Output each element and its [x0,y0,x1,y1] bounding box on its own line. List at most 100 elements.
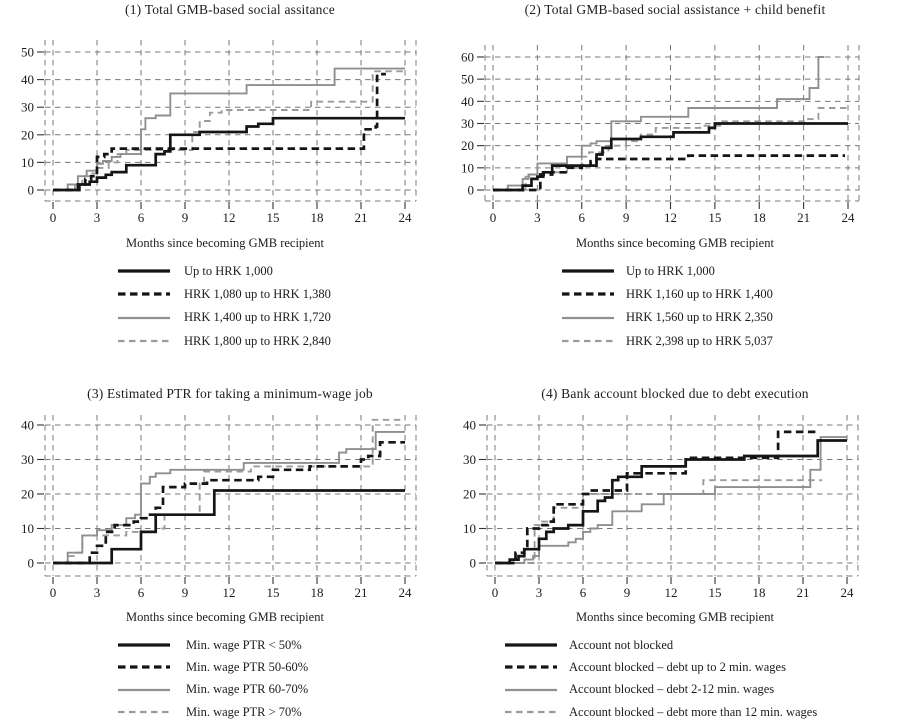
y-tick-label: 0 [470,556,477,571]
x-tick-label: 0 [490,210,497,225]
legend-label: Min. wage PTR < 50% [186,637,302,652]
x-tick-label: 3 [94,210,101,225]
series-line-4 [495,479,823,564]
legend-item: HRK 2,398 up to HRK 5,037 [562,332,773,350]
chart-3-plot: 0 10 20 30 40 0 3 6 9 12 15 18 21 24 [21,415,417,600]
legend-line-swatch [505,665,557,669]
y-tick-label: 40 [21,418,34,433]
series-line-3 [493,56,825,191]
y-tick-label: 0 [28,556,35,571]
x-tick-label: 9 [624,585,631,600]
y-tick-label: 30 [463,452,476,467]
legend-label: Account blocked – debt 2-12 min. wages [569,682,775,697]
legend-line-swatch [505,643,557,647]
legend-line-swatch [562,316,614,319]
series-line-3 [495,436,847,564]
y-tick-label: 40 [461,94,474,109]
series-line-3 [53,67,405,191]
legend-line-swatch [505,711,557,714]
x-tick-label: 0 [50,585,57,600]
legend-item: HRK 1,800 up to HRK 2,840 [118,332,331,350]
x-tick-label: 21 [797,210,810,225]
x-tick-label: 12 [223,210,236,225]
x-tick-label: 18 [753,585,766,600]
y-tick-label: 10 [461,160,474,175]
legend-label: HRK 2,398 up to HRK 5,037 [626,333,773,348]
panel-total-gmb-social-assistance: (1) Total GMB-based social assitance 0 10… [0,0,450,370]
legend-item: HRK 1,080 up to HRK 1,380 [118,285,331,303]
chart-4-title: (4) Bank account blocked due to debt exe… [541,386,809,401]
legend-line-swatch [118,269,170,273]
x-tick-label: 18 [753,210,766,225]
legend-line-swatch [118,292,170,296]
legend-line-swatch [118,711,170,714]
x-tick-label: 18 [311,210,324,225]
y-tick-label: 20 [461,138,474,153]
legend-label: HRK 1,400 up to HRK 1,720 [184,310,331,325]
x-tick-label: 21 [797,585,810,600]
legend-label: Up to HRK 1,000 [184,263,273,278]
y-tick-label: 10 [21,155,34,170]
x-tick-label: 12 [223,585,236,600]
legend-label: Account blocked – debt more than 12 min.… [569,704,818,719]
legend-label: Min. wage PTR > 70% [186,704,302,719]
series-line-1 [53,116,405,192]
chart-2-plot: 0 10 20 30 40 50 60 0 3 6 9 12 15 18 21 24 [461,45,860,225]
x-tick-label: 3 [536,585,543,600]
x-tick-label: 0 [50,210,57,225]
y-tick-label: 30 [21,452,34,467]
legend-item: Account blocked – debt more than 12 min.… [505,703,817,721]
legend-label: HRK 1,080 up to HRK 1,380 [184,286,331,301]
legend-item: Account not blocked [505,636,673,654]
y-tick-label: 0 [28,183,35,198]
x-tick-label: 3 [534,210,541,225]
y-tick-label: 20 [463,487,476,502]
legend-label: HRK 1,160 up to HRK 1,400 [626,286,773,301]
x-tick-label: 6 [138,585,145,600]
x-tick-label: 12 [665,585,678,600]
x-tick-label: 24 [841,585,855,600]
series-line-1 [495,439,847,565]
y-tick-label: 60 [461,49,474,64]
chart-4-plot: 0 10 20 30 40 0 3 6 9 12 15 18 21 24 [463,415,859,600]
y-tick-label: 20 [21,487,34,502]
x-tick-label: 9 [182,585,189,600]
legend-line-swatch [118,643,170,647]
y-tick-label: 0 [468,183,475,198]
legend-item: Min. wage PTR 60-70% [118,681,308,699]
series-line-4 [53,418,405,564]
chart-1-plot: 0 10 20 30 40 50 0 3 6 9 12 15 18 21 24 [21,40,417,225]
x-tick-label: 24 [399,210,413,225]
legend-item: Min. wage PTR < 50% [118,636,302,654]
legend-item: HRK 1,560 up to HRK 2,350 [562,309,773,327]
y-tick-label: 30 [21,100,34,115]
y-tick-label: 20 [21,127,34,142]
chart-2-xlabel: Months since becoming GMB recipient [576,236,774,250]
legend-line-swatch [118,665,170,669]
legend-line-swatch [118,340,170,343]
x-tick-label: 3 [94,585,101,600]
x-tick-label: 0 [492,585,499,600]
legend-line-swatch [562,340,614,343]
x-tick-label: 15 [267,210,280,225]
x-tick-label: 9 [623,210,630,225]
legend-item: Min. wage PTR > 70% [118,703,302,721]
series-line-2 [495,430,817,565]
x-tick-label: 18 [311,585,324,600]
y-tick-label: 30 [461,116,474,131]
legend-item: Up to HRK 1,000 [562,262,715,280]
x-tick-label: 6 [580,585,587,600]
y-tick-label: 50 [461,72,474,87]
series-line-1 [493,122,848,192]
x-tick-label: 21 [355,585,368,600]
legend-label: Min. wage PTR 50-60% [186,659,309,674]
x-tick-label: 15 [708,210,721,225]
x-tick-label: 12 [664,210,677,225]
y-tick-label: 10 [463,521,476,536]
chart-3-title: (3) Estimated PTR for taking a minimum-w… [87,386,373,401]
y-tick-label: 50 [21,45,34,60]
legend-line-swatch [505,688,557,691]
panel-bank-account-blocked-debt-execution: (4) Bank account blocked due to debt exe… [450,380,900,727]
x-tick-label: 24 [399,585,413,600]
